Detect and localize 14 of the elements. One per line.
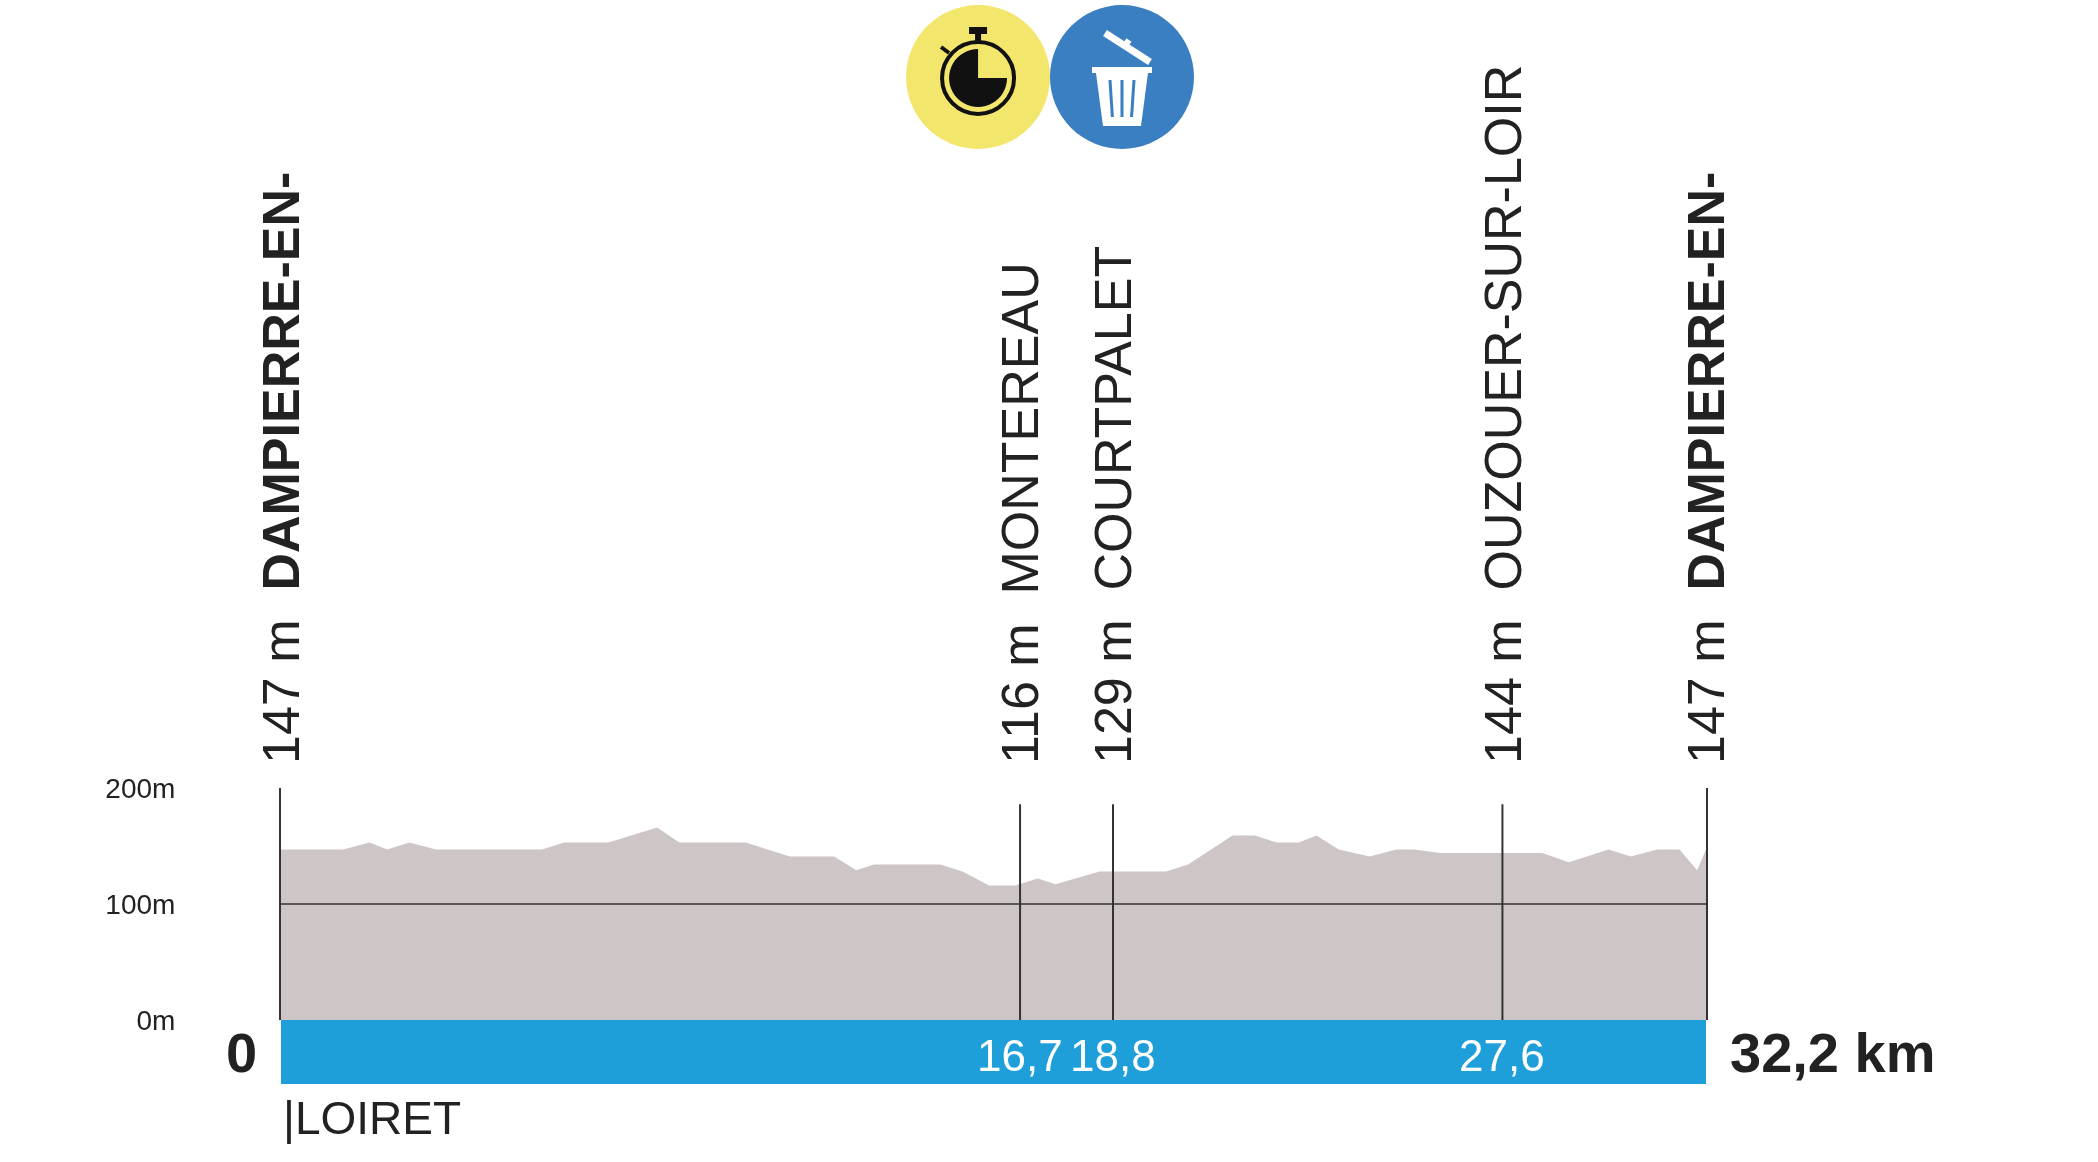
text: 147 m DAMPIERRE-EN- <box>1677 171 1735 764</box>
text: |LOIRET <box>283 1092 462 1144</box>
x-tick-label: 16,7 <box>977 1031 1063 1080</box>
text: 0 <box>226 1021 258 1084</box>
y-tick-label: 0m <box>136 1004 176 1036</box>
x-tick-label: 18,8 <box>1070 1031 1156 1080</box>
x-tick-label: 27,6 <box>1459 1031 1545 1080</box>
y-tick-label: 100m <box>105 888 176 920</box>
ref-line-label: 144 m OUZOUER-SUR-LOIR <box>1473 64 1532 764</box>
text: 32,2 km <box>1730 1021 1936 1084</box>
y-tick-label: 200m <box>105 772 176 804</box>
text: 147 m DAMPIERRE-EN- <box>252 171 310 764</box>
ref-line-label: 116 m MONTEREAU <box>991 262 1050 765</box>
ref-line-label: 129 m COURTPALET <box>1083 245 1142 764</box>
